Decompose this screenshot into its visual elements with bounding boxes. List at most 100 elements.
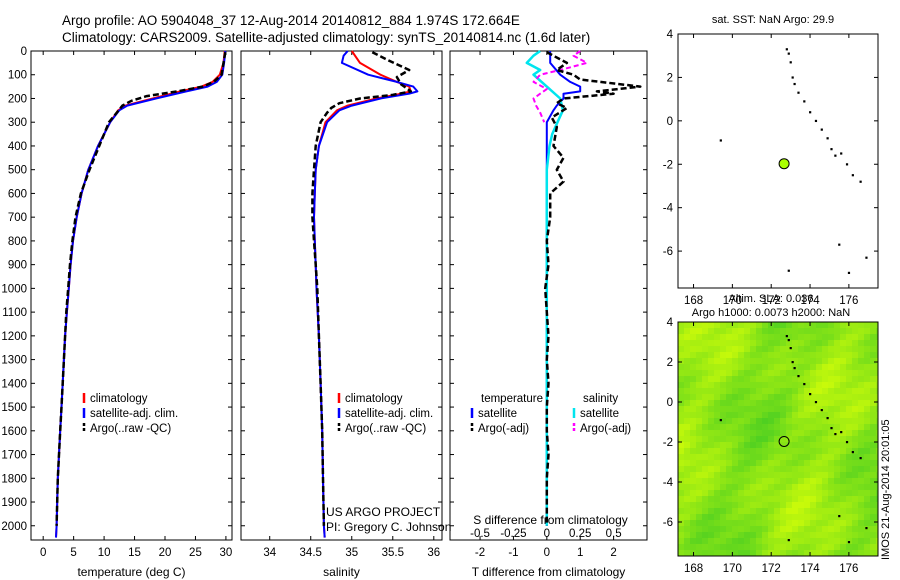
track-point: [840, 431, 843, 434]
heatmap-cell: [744, 322, 750, 328]
heatmap-cell: [840, 478, 846, 484]
heatmap-cell: [678, 484, 684, 490]
heatmap-cell: [702, 406, 708, 412]
heatmap-cell: [750, 328, 756, 334]
heatmap-cell: [816, 550, 822, 556]
heatmap-cell: [858, 394, 864, 400]
heatmap-cell: [840, 472, 846, 478]
salinity-satellite-line: [313, 50, 419, 538]
heatmap-cell: [738, 472, 744, 478]
heatmap-cell: [864, 448, 870, 454]
heatmap-cell: [774, 454, 780, 460]
heatmap-cell: [714, 490, 720, 496]
heatmap-cell: [720, 376, 726, 382]
heatmap-cell: [756, 340, 762, 346]
heatmap-cell: [678, 514, 684, 520]
heatmap-cell: [858, 514, 864, 520]
heatmap-cell: [876, 328, 878, 334]
heatmap-cell: [876, 508, 878, 514]
heatmap-cell: [726, 472, 732, 478]
heatmap-cell: [714, 346, 720, 352]
heatmap-cell: [744, 466, 750, 472]
heatmap-cell: [840, 370, 846, 376]
xtick-label: 172: [762, 295, 781, 307]
heatmap-cell: [828, 550, 834, 556]
heatmap-cell: [702, 478, 708, 484]
heatmap-cell: [708, 328, 714, 334]
heatmap-cell: [750, 550, 756, 556]
heatmap-cell: [810, 484, 816, 490]
heatmap-cell: [846, 454, 852, 460]
heatmap-cell: [798, 454, 804, 460]
xtick-label: 36: [427, 547, 440, 559]
heatmap-cell: [864, 550, 870, 556]
heatmap-cell: [792, 346, 798, 352]
heatmap-cell: [858, 364, 864, 370]
heatmap-cell: [780, 394, 786, 400]
heatmap-cell: [702, 364, 708, 370]
heatmap-cell: [702, 538, 708, 544]
heatmap-cell: [726, 352, 732, 358]
heatmap-cell: [726, 346, 732, 352]
heatmap-cell: [696, 430, 702, 436]
heatmap-cell: [822, 544, 828, 550]
heatmap-cell: [738, 376, 744, 382]
heatmap-cell: [768, 490, 774, 496]
heatmap-cell: [798, 346, 804, 352]
heatmap-cell: [690, 418, 696, 424]
heatmap-cell: [750, 382, 756, 388]
heatmap-cell: [702, 550, 708, 556]
heatmap-cell: [732, 496, 738, 502]
heatmap-cell: [792, 550, 798, 556]
heatmap-cell: [762, 346, 768, 352]
heatmap-cell: [714, 424, 720, 430]
heatmap-cell: [756, 436, 762, 442]
heatmap-cell: [678, 454, 684, 460]
heatmap-cell: [738, 544, 744, 550]
heatmap-cell: [684, 334, 690, 340]
heatmap-cell: [786, 490, 792, 496]
heatmap-cell: [822, 514, 828, 520]
heatmap-cell: [846, 436, 852, 442]
heatmap-cell: [816, 418, 822, 424]
heatmap-cell: [852, 436, 858, 442]
heatmap-cell: [870, 538, 876, 544]
heatmap-cell: [822, 430, 828, 436]
heatmap-cell: [762, 472, 768, 478]
track-point: [787, 539, 790, 542]
heatmap-cell: [684, 364, 690, 370]
heatmap-cell: [864, 544, 870, 550]
heatmap-cell: [768, 328, 774, 334]
heatmap-cell: [804, 346, 810, 352]
heatmap-cell: [786, 526, 792, 532]
heatmap-cell: [792, 388, 798, 394]
heatmap-cell: [684, 484, 690, 490]
heatmap-cell: [858, 406, 864, 412]
heatmap-cell: [852, 478, 858, 484]
heatmap-cell: [696, 484, 702, 490]
heatmap-cell: [756, 400, 762, 406]
heatmap-cell: [822, 418, 828, 424]
heatmap-cell: [792, 382, 798, 388]
heatmap-cell: [720, 364, 726, 370]
heatmap-cell: [810, 430, 816, 436]
salinity-argo-diff-line: [532, 50, 588, 123]
heatmap-cell: [750, 412, 756, 418]
heatmap-cell: [744, 448, 750, 454]
heatmap-cell: [810, 514, 816, 520]
heatmap-cell: [828, 526, 834, 532]
heatmap-cell: [678, 520, 684, 526]
heatmap-cell: [870, 472, 876, 478]
heatmap-cell: [726, 550, 732, 556]
heatmap-cell: [792, 544, 798, 550]
heatmap-cell: [822, 334, 828, 340]
heatmap-cell: [810, 412, 816, 418]
heatmap-cell: [858, 376, 864, 382]
heatmap-cell: [744, 364, 750, 370]
heatmap-cell: [768, 370, 774, 376]
heatmap-cell: [810, 472, 816, 478]
heatmap-cell: [756, 502, 762, 508]
heatmap-cell: [780, 328, 786, 334]
heatmap-cell: [762, 436, 768, 442]
heatmap-cell: [834, 550, 840, 556]
